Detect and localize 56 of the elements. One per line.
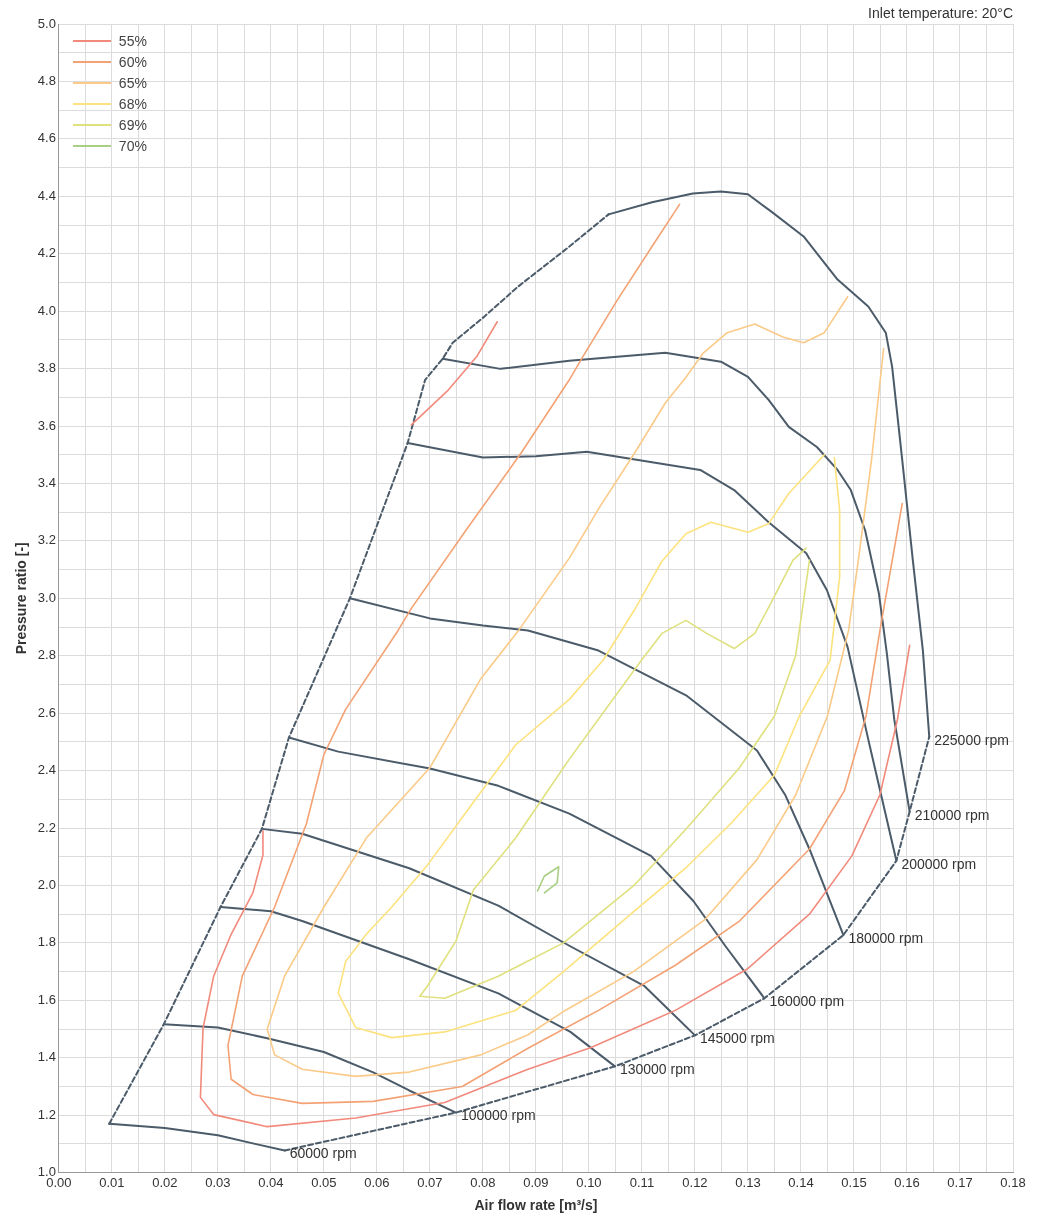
legend-label: 60% [118, 53, 147, 70]
annotation: 160000 rpm [769, 993, 845, 1010]
legend-label: 65% [118, 74, 147, 91]
y-tick-label: 1.4 [37, 1049, 56, 1065]
x-tick-label: 0.09 [523, 1174, 549, 1190]
x-tick-label: 0.03 [205, 1174, 231, 1190]
annotation: 145000 rpm [699, 1030, 775, 1047]
x-tick-label: 0.06 [364, 1174, 390, 1190]
x-axis-title: Air flow rate [m³/s] [474, 1197, 598, 1214]
annotation: 225000 rpm [934, 731, 1009, 748]
y-tick-label: 3.6 [37, 417, 56, 433]
y-tick-label: 4.0 [37, 302, 56, 318]
annotation: 130000 rpm [619, 1061, 695, 1078]
x-tick-label: 0.15 [841, 1174, 867, 1190]
annotation: 210000 rpm [914, 806, 990, 823]
legend-label: 70% [118, 137, 147, 154]
y-tick-label: 4.2 [37, 245, 56, 261]
legend-label: 55% [118, 32, 147, 49]
x-tick-label: 0.05 [311, 1174, 337, 1190]
y-tick-label: 2.6 [37, 704, 56, 720]
x-tick-label: 0.17 [947, 1174, 973, 1190]
y-tick-label: 4.8 [37, 73, 56, 89]
x-tick-label: 0.01 [99, 1174, 125, 1190]
y-tick-label: 1.2 [37, 1106, 56, 1122]
annotation: 200000 rpm [901, 855, 977, 872]
y-axis-title: Pressure ratio [-] [13, 542, 30, 655]
y-tick-label: 2.4 [37, 762, 56, 778]
x-tick-label: 0.02 [152, 1174, 178, 1190]
x-tick-label: 0.18 [1000, 1174, 1026, 1190]
y-tick-label: 3.8 [37, 360, 56, 376]
x-tick-label: 0.12 [682, 1174, 708, 1190]
annotation: 180000 rpm [848, 929, 924, 946]
x-tick-label: 0.16 [894, 1174, 920, 1190]
x-tick-label: 0.11 [629, 1174, 655, 1190]
y-tick-label: 2.8 [37, 647, 56, 663]
x-tick-label: 0.07 [417, 1174, 443, 1190]
legend-label: 69% [118, 116, 147, 133]
y-tick-label: 1.8 [37, 934, 56, 950]
annotation: 60000 rpm [289, 1145, 357, 1162]
x-tick-label: 0.13 [735, 1174, 761, 1190]
y-tick-label: 5.0 [37, 15, 56, 31]
y-tick-label: 3.4 [37, 475, 56, 491]
y-tick-label: 2.0 [37, 877, 56, 893]
x-tick-label: 0.10 [576, 1174, 602, 1190]
y-tick-label: 2.2 [37, 819, 56, 835]
y-tick-label: 3.0 [37, 589, 56, 605]
y-tick-label: 1.6 [37, 991, 56, 1007]
x-tick-label: 0.04 [258, 1174, 284, 1190]
legend-label: 68% [118, 95, 147, 112]
text: Inlet temperature: 20°C [868, 4, 1013, 21]
x-tick-label: 0.14 [788, 1174, 814, 1190]
y-tick-label: 4.4 [37, 187, 56, 203]
annotation: 100000 rpm [460, 1107, 536, 1124]
y-tick-label: 3.2 [37, 532, 56, 548]
y-tick-label: 4.6 [37, 130, 56, 146]
x-tick-label: 0.08 [470, 1174, 496, 1190]
